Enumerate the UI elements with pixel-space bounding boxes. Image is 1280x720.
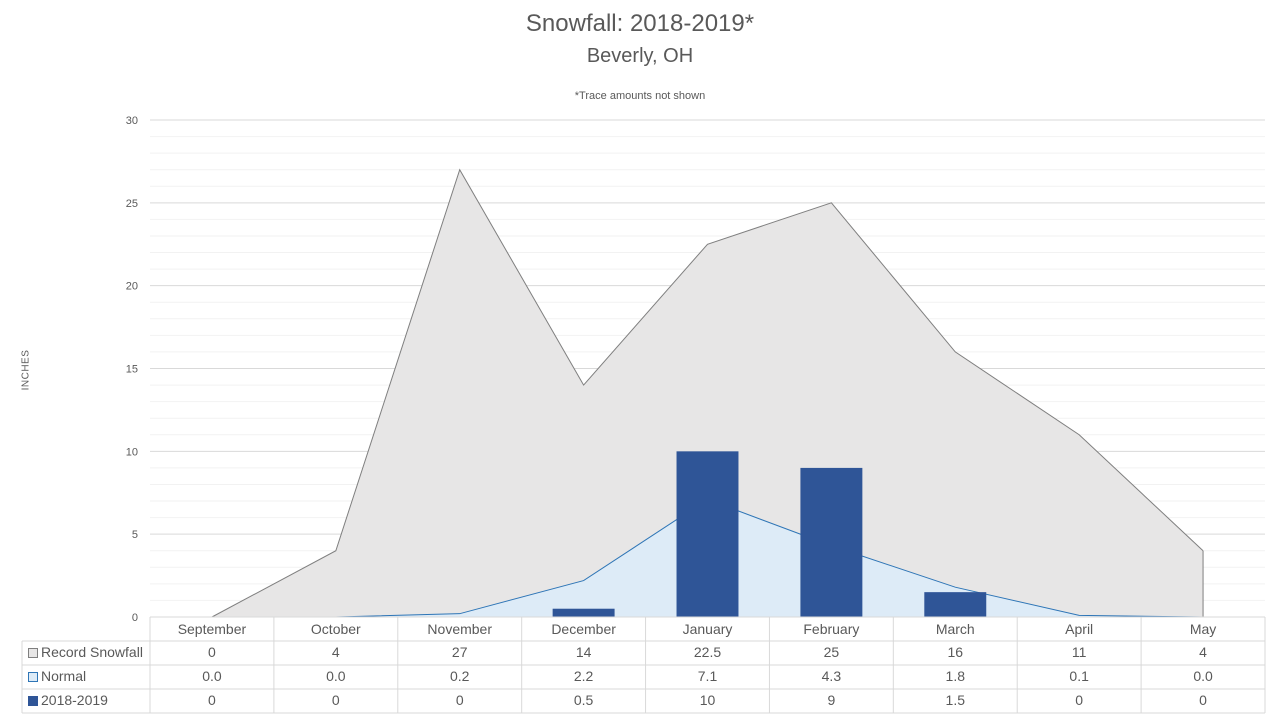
data-label: 0 — [1075, 692, 1083, 708]
data-label: 0.2 — [450, 668, 470, 684]
y-tick-label: 10 — [126, 446, 138, 458]
data-label: 7.1 — [698, 668, 718, 684]
chart-title: Snowfall: 2018-2019* — [525, 10, 755, 37]
data-label: 9 — [827, 692, 835, 708]
y-tick-label: 0 — [132, 612, 138, 624]
data-label: 0 — [1199, 692, 1207, 708]
y-tick-label: 30 — [126, 115, 138, 127]
data-label: 11 — [1072, 644, 1087, 660]
data-label: 0 — [456, 692, 464, 708]
x-tick-label: January — [683, 621, 733, 637]
data-label: 14 — [576, 644, 592, 660]
legend-entry: Normal — [41, 668, 86, 684]
data-label: 22.5 — [694, 644, 721, 660]
x-tick-label: February — [803, 621, 859, 637]
bar-january — [676, 451, 739, 617]
legend-entry: 2018-2019 — [41, 692, 108, 708]
data-label: 4 — [1199, 644, 1207, 660]
data-label: 25 — [824, 644, 840, 660]
data-label: 1.5 — [946, 692, 966, 708]
data-label: 0.0 — [1193, 668, 1213, 684]
legend-key — [28, 672, 38, 682]
chart-note: *Trace amounts not shown — [574, 90, 706, 102]
x-tick-label: March — [936, 621, 975, 637]
bar-december — [552, 608, 615, 617]
area-record-snowfall — [211, 169, 1204, 617]
y-tick-label: 20 — [126, 281, 138, 293]
data-label: 0.1 — [1069, 668, 1089, 684]
data-label: 4 — [332, 644, 340, 660]
data-label: 0 — [208, 692, 216, 708]
data-label: 0 — [332, 692, 340, 708]
data-label: 0 — [208, 644, 216, 660]
data-label: 16 — [947, 644, 963, 660]
data-label: 27 — [452, 644, 468, 660]
y-tick-label: 5 — [132, 529, 138, 541]
chart-subtitle: Beverly, OH — [586, 45, 694, 67]
bar-february — [800, 467, 863, 617]
data-label: 0.0 — [326, 668, 346, 684]
data-label: 10 — [700, 692, 716, 708]
legend-key — [28, 696, 38, 706]
legend-key — [28, 648, 38, 658]
y-tick-label: 25 — [126, 198, 138, 210]
data-label: 0.5 — [574, 692, 594, 708]
legend-entry: Record Snowfall — [41, 644, 143, 660]
y-tick-label: 15 — [126, 364, 138, 376]
data-label: 4.3 — [822, 668, 842, 684]
x-tick-label: December — [551, 621, 616, 637]
data-label: 2.2 — [574, 668, 594, 684]
x-tick-label: April — [1065, 621, 1093, 637]
line-record-snowfall — [211, 168, 1204, 618]
x-tick-label: November — [427, 621, 492, 637]
data-label: 0.0 — [202, 668, 222, 684]
x-tick-label: September — [178, 621, 247, 637]
bar-march — [924, 592, 987, 617]
data-label: 1.8 — [946, 668, 966, 684]
x-tick-label: May — [1190, 621, 1216, 637]
x-tick-label: October — [311, 621, 361, 637]
